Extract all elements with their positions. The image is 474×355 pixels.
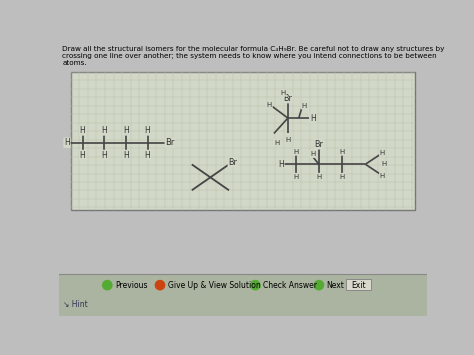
Text: H: H bbox=[380, 173, 385, 179]
Text: H: H bbox=[101, 126, 107, 135]
Text: H: H bbox=[145, 151, 150, 159]
Text: Next: Next bbox=[327, 281, 345, 290]
Text: atoms.: atoms. bbox=[63, 60, 87, 66]
Circle shape bbox=[314, 280, 324, 290]
Text: H: H bbox=[380, 150, 385, 156]
Text: Draw all the structural isomers for the molecular formula C₄H₉Br. Be careful not: Draw all the structural isomers for the … bbox=[63, 46, 445, 52]
Text: H: H bbox=[123, 126, 129, 135]
Circle shape bbox=[103, 280, 112, 290]
Bar bbox=[59, 274, 427, 316]
Text: H: H bbox=[101, 151, 107, 159]
Text: H: H bbox=[316, 174, 321, 180]
Text: H: H bbox=[274, 140, 280, 146]
Text: Br: Br bbox=[165, 138, 175, 147]
Bar bbox=[346, 279, 371, 290]
Text: H: H bbox=[293, 149, 298, 155]
Text: H: H bbox=[293, 174, 298, 180]
Circle shape bbox=[251, 280, 260, 290]
Text: Check Answer: Check Answer bbox=[263, 281, 317, 290]
Text: H: H bbox=[145, 126, 150, 135]
Text: Br: Br bbox=[314, 140, 323, 149]
Text: Give Up & View Solution: Give Up & View Solution bbox=[168, 281, 261, 290]
Text: Exit: Exit bbox=[351, 281, 366, 290]
Text: Previous: Previous bbox=[115, 281, 147, 290]
Text: H: H bbox=[80, 126, 85, 135]
Text: H: H bbox=[281, 90, 286, 95]
Text: H: H bbox=[339, 174, 345, 180]
Text: H: H bbox=[310, 114, 316, 122]
Text: H: H bbox=[301, 103, 307, 109]
Text: ↘ Hint: ↘ Hint bbox=[63, 300, 88, 309]
Text: H: H bbox=[80, 151, 85, 159]
Bar bbox=[71, 72, 415, 211]
Text: H: H bbox=[285, 137, 291, 143]
Text: Br: Br bbox=[228, 158, 237, 166]
Text: H: H bbox=[267, 102, 272, 108]
Text: crossing one line over another; the system needs to know where you intend connec: crossing one line over another; the syst… bbox=[63, 53, 437, 59]
Text: H: H bbox=[64, 138, 70, 147]
Circle shape bbox=[155, 280, 164, 290]
Text: H: H bbox=[339, 149, 345, 155]
Text: Br: Br bbox=[283, 93, 292, 103]
Text: H: H bbox=[278, 160, 284, 169]
Text: H: H bbox=[310, 151, 315, 157]
Text: H: H bbox=[382, 161, 387, 167]
Text: H: H bbox=[123, 151, 129, 159]
